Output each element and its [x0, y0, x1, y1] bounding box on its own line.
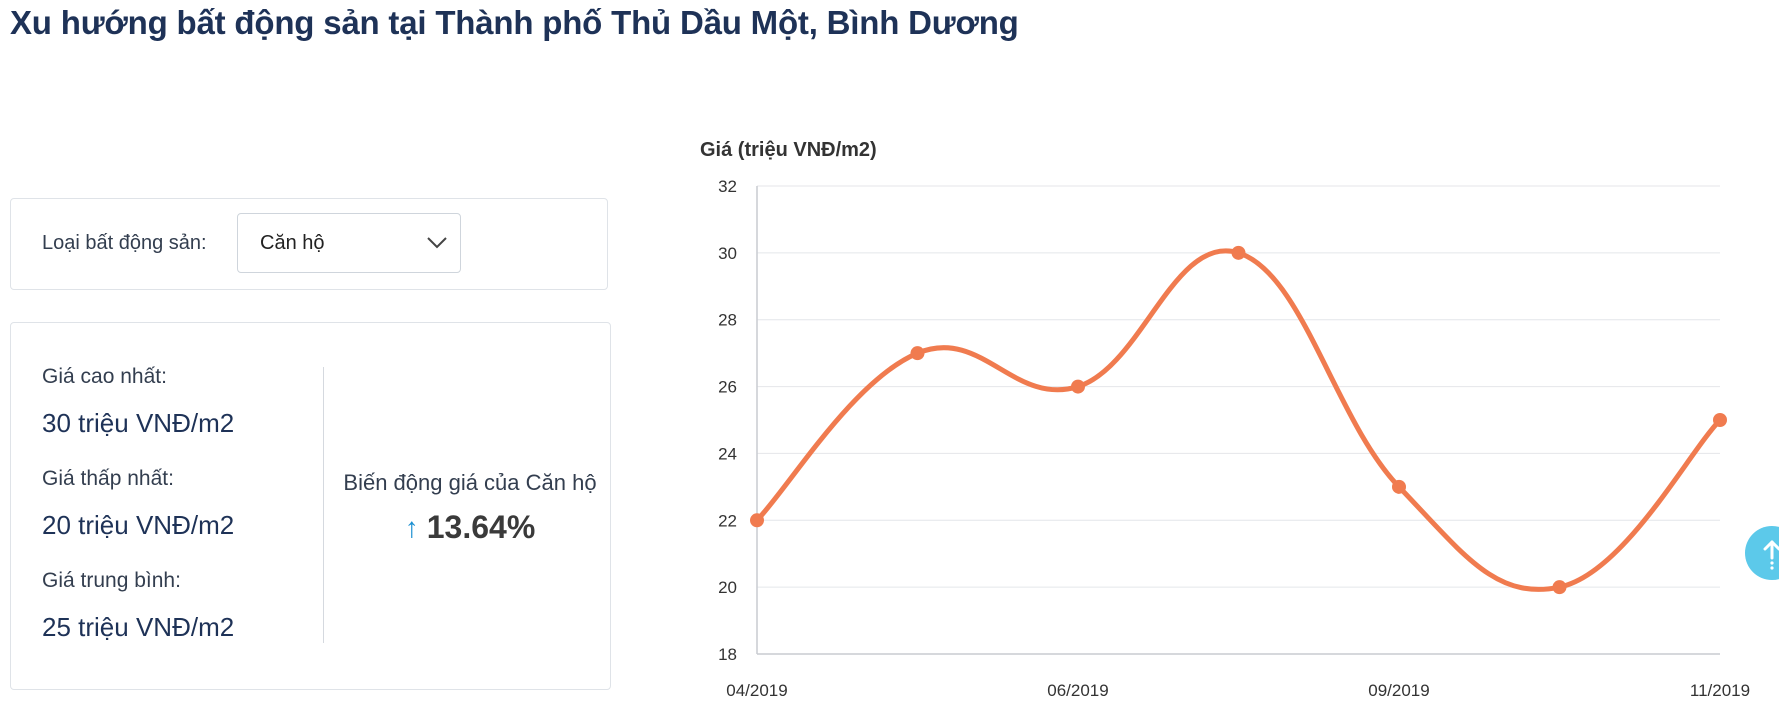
data-point[interactable]: [1231, 245, 1246, 260]
price-change-label: Biến động giá của Căn hộ: [343, 470, 597, 495]
y-tick-label: 32: [718, 177, 737, 196]
data-point[interactable]: [910, 346, 925, 361]
filter-card: Loại bất động sản: Căn hộ: [10, 198, 608, 290]
min-price-label: Giá thấp nhất:: [42, 467, 174, 490]
x-tick-label: 04/2019: [726, 681, 787, 700]
chart-x-ticks: 04/2019 06/2019 09/2019 11/2019: [726, 681, 1750, 700]
property-type-select[interactable]: Căn hộ: [237, 213, 461, 273]
data-point[interactable]: [1713, 413, 1727, 427]
price-change: ↑ 13.64%: [336, 509, 604, 546]
y-tick-label: 18: [718, 645, 737, 664]
max-price-value: 30 triệu VNĐ/m2: [42, 408, 235, 438]
y-tick-label: 20: [718, 578, 737, 597]
min-price-value: 20 triệu VNĐ/m2: [42, 510, 235, 540]
max-price-label: Giá cao nhất:: [42, 365, 167, 388]
chart-y-ticks: 18 20 22 24 26 28 30 32: [718, 177, 737, 664]
data-point[interactable]: [1552, 580, 1567, 595]
x-tick-label: 11/2019: [1690, 681, 1750, 700]
y-tick-label: 24: [718, 444, 737, 463]
chevron-down-icon: [427, 237, 447, 249]
property-type-label: Loại bất động sản:: [42, 232, 207, 254]
chart-y-axis-label: Giá (triệu VNĐ/m2): [700, 139, 877, 161]
price-trend-chart: Giá (triệu VNĐ/m2) 18 20 22 24 26 28 30 32 04/2…: [700, 139, 1750, 700]
data-point[interactable]: [1392, 479, 1406, 494]
x-tick-label: 09/2019: [1368, 681, 1429, 700]
price-change-value: 13.64%: [426, 509, 536, 545]
price-stats-card: Giá cao nhất: 30 triệu VNĐ/m2 Giá thấp n…: [10, 322, 611, 690]
avg-price-label: Giá trung bình:: [42, 569, 181, 592]
avg-price-value: 25 triệu VNĐ/m2: [42, 612, 235, 642]
y-tick-label: 22: [718, 511, 737, 530]
data-point[interactable]: [750, 513, 764, 528]
y-tick-label: 28: [718, 311, 737, 330]
x-tick-label: 06/2019: [1047, 681, 1108, 700]
chart-points: [750, 245, 1727, 595]
y-tick-label: 26: [718, 378, 737, 397]
page-title: Xu hướng bất động sản tại Thành phố Thủ …: [10, 4, 1019, 41]
chart-grid: [756, 185, 1720, 655]
series-line: [754, 248, 1723, 592]
data-point[interactable]: [1071, 379, 1085, 394]
stats-divider: [323, 367, 324, 643]
property-type-selected-value: Căn hộ: [260, 232, 325, 254]
arrow-up-icon: ↑: [404, 511, 419, 543]
y-tick-label: 30: [718, 244, 737, 263]
arrow-up-icon: [1763, 540, 1779, 570]
